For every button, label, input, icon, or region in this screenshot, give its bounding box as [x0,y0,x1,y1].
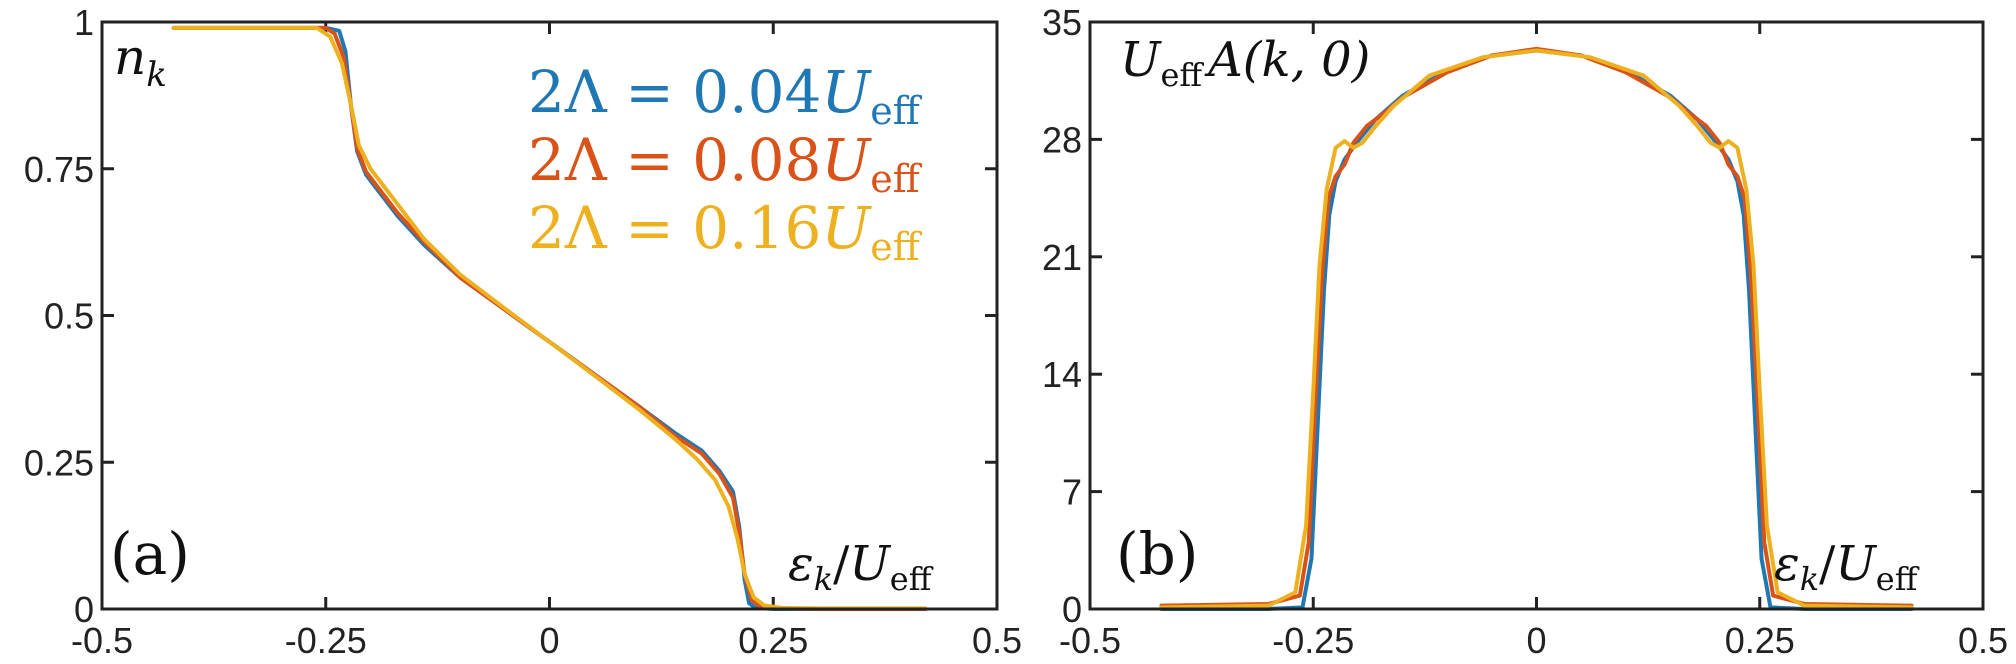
y-tick-label-a-0: 0 [74,589,94,630]
x-tick-label-a-4: 0.5 [972,620,1022,661]
y-tick-label-a-3: 0.75 [24,149,94,190]
axes-frame-a [100,20,999,611]
legend-item-3: 2Λ = 0.16Ueff [528,194,923,269]
panel-a-ylabel: nk [114,28,167,95]
panel-b-xlabel: εk/Ueff [1774,536,1920,598]
y-tick-label-b-2: 14 [1042,354,1082,395]
y-tick-label-a-1: 0.25 [24,442,94,483]
x-tick-label-a-1: -0.25 [285,620,367,661]
y-tick-label-b-4: 28 [1042,119,1082,160]
axes-frame-b [1088,20,1985,611]
panel-a-label: (a) [110,520,190,588]
panel-a-xlabel: εk/Ueff [788,536,934,598]
y-tick-label-b-0: 0 [1062,589,1082,630]
legend: 2Λ = 0.04Ueff 2Λ = 0.08Ueff 2Λ = 0.16Uef… [528,58,923,269]
y-tick-label-b-5: 35 [1042,2,1082,43]
y-tick-label-b-1: 7 [1062,472,1082,513]
series-line-b-2 [1159,46,1914,608]
x-tick-label-b-4: 0.5 [1958,620,2008,661]
ticks-a: -0.5 -0.25 0 0.25 0.5 0 0.25 0.5 0.75 1 [24,2,1022,661]
legend-item-2: 2Λ = 0.08Ueff [528,126,923,201]
x-tick-label-b-1: -0.25 [1272,620,1354,661]
y-tick-label-a-4: 1 [74,2,94,43]
panel-b-ylabel: Ueff A(k, 0) [1120,32,1370,94]
x-tick-label-a-2: 0 [539,620,559,661]
x-tick-label-b-2: 0 [1526,620,1546,661]
lines-a [171,25,928,611]
series-line-b-1 [1159,48,1914,611]
series-line-b-3 [1159,48,1914,610]
legend-item-1: 2Λ = 0.04Ueff [528,58,923,133]
panel-a: -0.5 -0.25 0 0.25 0.5 0 0.25 0.5 0.75 1 nk (a) εk… [24,2,1022,661]
lines-b [1159,46,1914,611]
panel-b-label: (b) [1116,520,1198,588]
x-tick-label-b-0: -0.5 [1059,620,1121,661]
y-tick-label-b-3: 21 [1042,237,1082,278]
x-tick-label-b-3: 0.25 [1725,620,1795,661]
series-line-a-3 [171,25,928,611]
x-tick-label-a-3: 0.25 [738,620,808,661]
x-tick-label-a-0: -0.5 [71,620,133,661]
y-tick-label-a-2: 0.5 [44,296,94,337]
